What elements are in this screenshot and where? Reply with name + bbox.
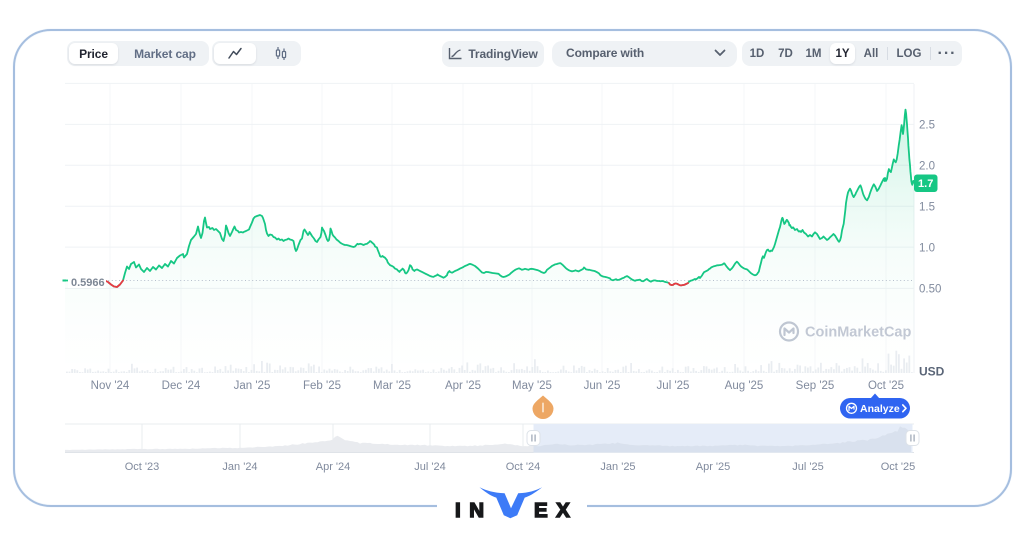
svg-text:Dec '24: Dec '24	[162, 380, 201, 392]
svg-text:1.5: 1.5	[919, 202, 935, 214]
svg-text:Jun '25: Jun '25	[584, 380, 621, 392]
svg-text:Oct '25: Oct '25	[868, 380, 904, 392]
svg-text:CoinMarketCap: CoinMarketCap	[805, 325, 911, 341]
svg-text:Sep '25: Sep '25	[796, 380, 835, 392]
svg-text:Oct '25: Oct '25	[881, 461, 916, 473]
svg-text:2.0: 2.0	[919, 161, 935, 173]
svg-text:0.50: 0.50	[919, 284, 941, 296]
svg-text:IN: IN	[455, 499, 493, 520]
svg-text:Jan '24: Jan '24	[222, 461, 257, 473]
svg-text:Oct '23: Oct '23	[125, 461, 160, 473]
svg-text:1.0: 1.0	[919, 242, 935, 254]
svg-text:0.5966: 0.5966	[71, 277, 105, 289]
svg-text:Oct '24: Oct '24	[506, 461, 541, 473]
svg-text:Jul '24: Jul '24	[414, 461, 445, 473]
svg-text:May '25: May '25	[512, 380, 552, 392]
svg-text:Jan '25: Jan '25	[600, 461, 635, 473]
svg-text:Apr '25: Apr '25	[696, 461, 731, 473]
svg-text:Nov '24: Nov '24	[91, 380, 130, 392]
svg-text:1.7: 1.7	[918, 178, 933, 190]
svg-text:Jan '25: Jan '25	[234, 380, 271, 392]
svg-text:2.5: 2.5	[919, 120, 935, 132]
svg-text:Jul '25: Jul '25	[792, 461, 823, 473]
svg-text:Aug '25: Aug '25	[725, 380, 764, 392]
svg-text:Feb '25: Feb '25	[303, 380, 341, 392]
svg-text:USD: USD	[919, 365, 945, 379]
svg-text:Analyze: Analyze	[860, 403, 900, 415]
svg-text:Apr '25: Apr '25	[445, 380, 481, 392]
svg-text:EX: EX	[534, 499, 578, 520]
svg-text:Apr '24: Apr '24	[316, 461, 351, 473]
svg-text:Jul '25: Jul '25	[657, 380, 690, 392]
svg-text:Mar '25: Mar '25	[373, 380, 411, 392]
